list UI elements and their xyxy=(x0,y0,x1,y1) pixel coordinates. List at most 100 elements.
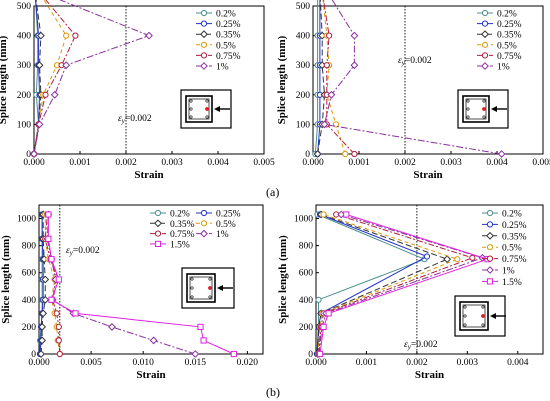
legend-marker xyxy=(154,209,162,217)
legend-marker xyxy=(481,52,489,59)
series-line xyxy=(314,0,319,155)
legend-entry: 0.5% xyxy=(502,244,522,254)
data-point xyxy=(145,31,153,40)
legend-marker xyxy=(200,220,208,227)
section-inset-icon xyxy=(457,89,509,129)
stirrup xyxy=(465,98,487,120)
rebar xyxy=(189,99,193,103)
rebar xyxy=(205,115,209,119)
data-point xyxy=(35,120,44,129)
caption-b: (b) xyxy=(266,385,280,399)
rebar xyxy=(189,107,193,111)
rebar xyxy=(481,305,485,309)
data-point xyxy=(454,256,461,263)
y-tick-label: 200 xyxy=(22,323,37,333)
series-line xyxy=(317,0,326,155)
x-tick-label: 0.015 xyxy=(185,358,207,368)
chart-panel-3: 0.000 0.005 0.010 0.015 0.020 0 200 400 600 800 10… xyxy=(0,204,264,381)
legend-entry: 1% xyxy=(216,230,229,240)
legend-marker xyxy=(486,278,494,285)
rebar xyxy=(466,107,470,111)
legend-entry: 0.35% xyxy=(497,31,522,41)
yield-strain-label: εy=0.002 xyxy=(66,246,100,257)
data-point xyxy=(350,61,359,70)
legend-entry: 0.2% xyxy=(497,10,517,20)
y-tick-label: 600 xyxy=(22,269,37,279)
series-line xyxy=(33,0,42,155)
legend-marker xyxy=(200,52,208,59)
series-0.2% xyxy=(312,0,321,158)
x-tick-label: 0.001 xyxy=(348,158,370,168)
data-point xyxy=(55,323,62,331)
stirrup xyxy=(188,98,210,120)
series-0.75% xyxy=(323,0,358,158)
legend-marker xyxy=(486,209,494,217)
rebar xyxy=(482,115,486,119)
x-tick-label: 0.004 xyxy=(486,158,508,168)
series-1% xyxy=(30,0,153,158)
legend-marker xyxy=(486,244,494,251)
y-axis-label: Splice length (mm) xyxy=(0,235,12,324)
data-point xyxy=(45,211,52,218)
section-inset-icon xyxy=(454,295,506,337)
data-point xyxy=(50,90,59,99)
data-point xyxy=(315,296,322,303)
x-tick-label: 0.004 xyxy=(207,158,229,168)
y-tick-label: 0 xyxy=(31,350,36,360)
y-tick-label: 200 xyxy=(299,323,314,333)
data-point xyxy=(55,337,62,344)
rebar xyxy=(463,323,467,327)
data-point xyxy=(149,336,158,345)
data-point xyxy=(48,256,55,263)
x-axis-label: Strain xyxy=(136,369,165,381)
y-tick-label: 0 xyxy=(26,150,31,160)
data-point xyxy=(326,32,333,39)
series-line xyxy=(316,214,426,355)
series-line xyxy=(323,0,355,155)
legend-entry: 1.5% xyxy=(502,278,522,288)
legend: 0.2%0.25%0.35%0.5%0.75%1% xyxy=(477,10,522,73)
series-line xyxy=(317,0,321,155)
data-point xyxy=(497,150,506,158)
y-tick-label: 400 xyxy=(17,32,32,42)
x-axis-label: Strain xyxy=(415,369,444,381)
legend-marker xyxy=(200,30,208,39)
y-tick-label: 100 xyxy=(17,120,32,130)
data-point xyxy=(197,323,204,331)
data-point xyxy=(200,337,207,344)
legend-entry: 1% xyxy=(216,63,229,73)
rebar xyxy=(208,295,212,299)
legend-marker xyxy=(481,62,489,70)
legend-entry: 1.5% xyxy=(170,240,190,250)
legend-marker xyxy=(481,41,489,48)
legend-entry: 0.25% xyxy=(216,20,241,30)
rebar xyxy=(466,115,470,119)
x-tick-label: 0.010 xyxy=(132,358,154,368)
series-1% xyxy=(320,0,506,158)
series-1.5% xyxy=(45,211,237,358)
y-tick-label: 800 xyxy=(22,242,37,252)
legend-marker xyxy=(481,9,489,17)
y-tick-label: 500 xyxy=(296,2,311,12)
legend: 0.2%0.25%0.35%0.5%0.75%1%1.5% xyxy=(482,210,527,288)
legend: 0.2%0.25%0.35%0.5%0.75%1% xyxy=(196,10,241,73)
data-point xyxy=(230,350,237,358)
data-point xyxy=(191,350,200,358)
data-point xyxy=(37,350,45,358)
rebar xyxy=(463,305,467,309)
monitored-rebar xyxy=(481,314,485,318)
data-point xyxy=(55,276,62,283)
series-line xyxy=(322,0,346,155)
rebar xyxy=(190,286,194,290)
data-point xyxy=(35,61,44,70)
rebar xyxy=(482,99,486,103)
legend: 0.2%0.25%0.35%0.5%0.75%1%1.5% xyxy=(150,209,241,250)
data-point xyxy=(72,310,79,317)
x-tick-label: 0.005 xyxy=(253,158,275,168)
x-tick-label: 0.003 xyxy=(440,158,462,168)
series-line xyxy=(44,214,61,355)
x-tick-label: 0.001 xyxy=(356,358,378,368)
y-tick-label: 600 xyxy=(299,269,314,279)
data-point xyxy=(63,32,70,39)
x-axis-label: Strain xyxy=(413,169,442,181)
